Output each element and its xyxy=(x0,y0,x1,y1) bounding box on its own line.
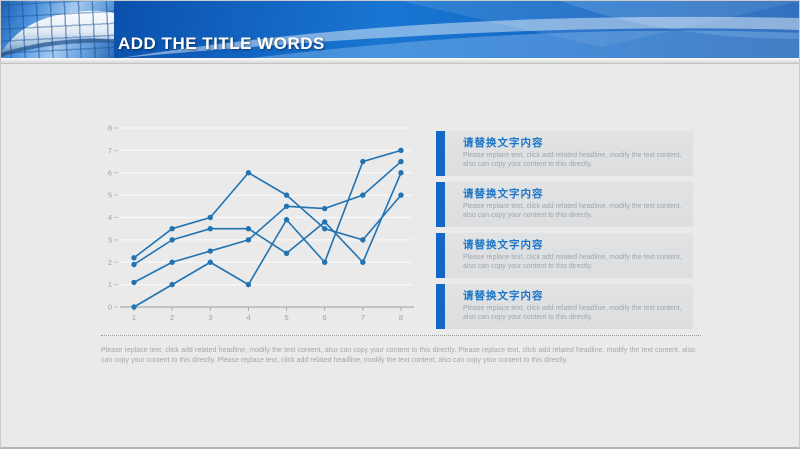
data-point xyxy=(245,237,252,243)
dotted-divider xyxy=(101,335,701,336)
block-body: Please replace text, click add related h… xyxy=(463,254,682,270)
data-point xyxy=(398,158,404,165)
y-tick-label: 4 xyxy=(108,213,112,222)
x-tick-label: 6 xyxy=(323,313,327,322)
x-tick-label: 2 xyxy=(170,313,174,322)
x-tick-label: 7 xyxy=(361,313,365,322)
chart-line-series-4 xyxy=(133,149,402,308)
header-title: ADD THE TITLE WORDS xyxy=(118,34,325,53)
block-box: 请替换文字内容 Please replace text, click add r… xyxy=(445,233,693,278)
x-tick-label: 5 xyxy=(284,313,288,322)
data-point xyxy=(131,255,137,261)
y-tick-label: 8 xyxy=(108,124,112,133)
y-tick-label: 7 xyxy=(108,146,112,155)
data-point xyxy=(207,248,213,254)
content-block: 请替换文字内容 Please replace text, click add r… xyxy=(436,182,693,227)
data-point xyxy=(322,225,328,232)
line-chart: 0 1 2 3 4 5 6 7 8 1 2 3 4 5 6 7 8 xyxy=(96,119,431,331)
data-point xyxy=(360,259,366,265)
chart-line-series-1 xyxy=(133,171,402,259)
data-point xyxy=(398,170,404,176)
block-body: Please replace text, click add related h… xyxy=(463,152,682,168)
y-tick-label: 1 xyxy=(108,280,112,289)
data-point xyxy=(245,281,252,288)
x-tick-label: 4 xyxy=(246,313,250,322)
header-banner: ADD THE TITLE WORDS xyxy=(1,1,799,58)
block-accent-bar xyxy=(436,182,445,227)
chart-line-series-2 xyxy=(133,172,402,266)
content-block: 请替换文字内容 Please replace text, click add r… xyxy=(436,284,693,329)
y-tick-label: 0 xyxy=(108,303,112,312)
data-point xyxy=(245,225,252,232)
chart-line-series-3 xyxy=(133,160,402,284)
block-accent-bar xyxy=(436,284,445,329)
x-tick-label: 8 xyxy=(399,313,403,322)
data-point xyxy=(131,304,137,310)
footer-paragraph: Please replace text, click add related h… xyxy=(101,347,695,364)
data-point xyxy=(207,225,213,232)
data-point xyxy=(131,279,137,286)
x-tick-label: 1 xyxy=(132,313,136,322)
data-point xyxy=(169,281,175,288)
block-title: 请替换文字内容 xyxy=(463,239,544,251)
data-point xyxy=(360,237,366,243)
data-point xyxy=(169,237,175,243)
data-point xyxy=(322,219,328,225)
data-point xyxy=(283,217,290,223)
y-tick-label: 3 xyxy=(108,235,112,244)
block-box: 请替换文字内容 Please replace text, click add r… xyxy=(445,284,693,329)
line-chart-svg: 0 1 2 3 4 5 6 7 8 1 2 3 4 5 6 7 8 xyxy=(108,124,414,322)
data-point xyxy=(245,170,252,176)
block-box: 请替换文字内容 Please replace text, click add r… xyxy=(445,182,693,227)
block-box: 请替换文字内容 Please replace text, click add r… xyxy=(445,131,693,176)
block-accent-bar xyxy=(436,233,445,278)
data-point xyxy=(322,259,328,265)
data-point xyxy=(169,259,175,265)
data-point xyxy=(398,192,404,198)
block-title: 请替换文字内容 xyxy=(463,188,544,200)
x-tick-label: 3 xyxy=(208,313,212,322)
data-point xyxy=(398,147,404,154)
data-point xyxy=(207,259,213,265)
data-point xyxy=(360,158,366,165)
block-title: 请替换文字内容 xyxy=(463,290,544,302)
block-title: 请替换文字内容 xyxy=(463,137,544,149)
header-swoosh-decoration xyxy=(121,1,799,58)
data-point xyxy=(169,225,175,232)
block-body: Please replace text, click add related h… xyxy=(463,305,682,321)
block-body: Please replace text, click add related h… xyxy=(463,203,682,219)
data-point xyxy=(322,205,328,212)
glass-grid-overlay xyxy=(1,1,114,58)
train-photo-thumbnail xyxy=(1,1,114,58)
block-accent-bar xyxy=(436,131,445,176)
header-bottom-strip xyxy=(1,58,799,64)
data-point xyxy=(283,203,290,210)
data-point xyxy=(283,192,290,198)
data-point xyxy=(131,261,137,268)
content-block: 请替换文字内容 Please replace text, click add r… xyxy=(436,131,693,176)
data-point xyxy=(283,250,290,256)
data-point xyxy=(207,214,213,221)
data-point xyxy=(360,192,366,198)
y-tick-label: 6 xyxy=(108,168,112,177)
y-tick-label: 2 xyxy=(108,258,112,267)
y-tick-label: 5 xyxy=(108,191,112,200)
content-block: 请替换文字内容 Please replace text, click add r… xyxy=(436,233,693,278)
